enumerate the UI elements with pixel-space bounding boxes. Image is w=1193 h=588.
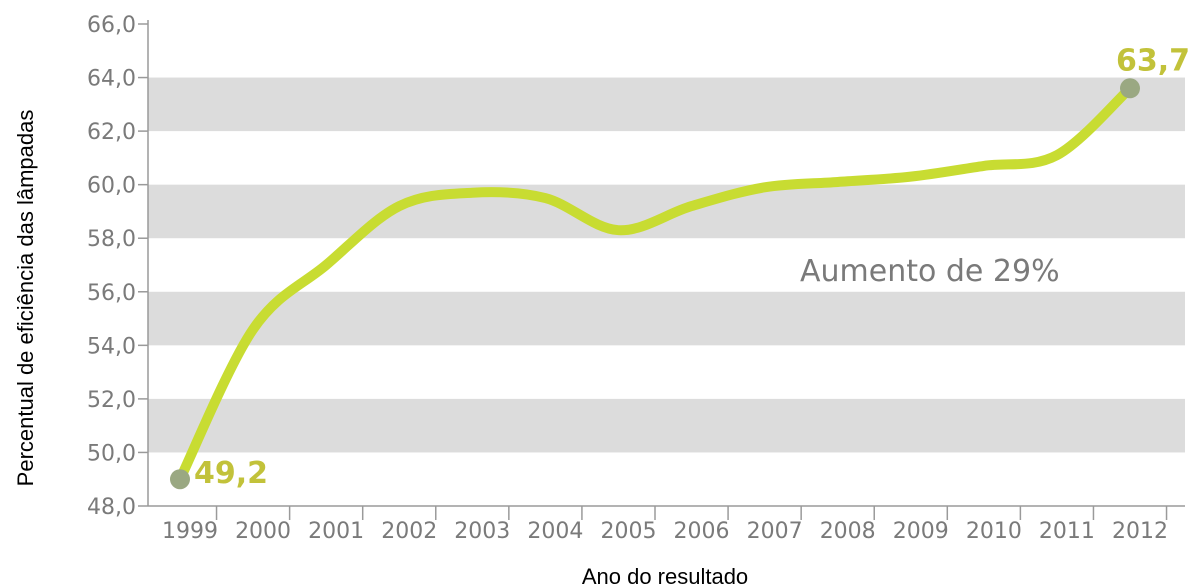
x-tick-label: 2004 — [527, 519, 583, 544]
y-tick-label: 50,0 — [87, 441, 136, 466]
x-axis-label: Ano do resultado — [582, 564, 748, 588]
x-tick-label: 2008 — [820, 519, 876, 544]
x-tick-label: 2012 — [1112, 519, 1168, 544]
x-tick-label: 2002 — [381, 519, 437, 544]
band-stripe — [148, 77, 1185, 132]
endpoint-markers — [170, 78, 1140, 490]
x-tick-label: 2011 — [1039, 519, 1095, 544]
x-tick-label: 2006 — [674, 519, 730, 544]
x-tick-label: 2003 — [454, 519, 510, 544]
endpoint-marker — [1120, 78, 1140, 99]
band-stripe — [148, 291, 1185, 346]
x-tick-label: 2009 — [893, 519, 949, 544]
annotation-text: Aumento de 29% — [800, 254, 1060, 289]
x-tick-label: 1999 — [162, 519, 218, 544]
band-stripe — [148, 398, 1185, 453]
y-tick-label: 54,0 — [87, 334, 136, 359]
y-tick-label: 56,0 — [87, 281, 136, 306]
data-label: 63,7 — [1116, 43, 1190, 78]
y-tick-label: 48,0 — [87, 495, 136, 520]
y-axis-label: Percentual de eficiência das lâmpadas — [13, 110, 38, 487]
x-axis-ticks: 1999 2000 2001 2002 2003 2004 2005 2006 2007 2008… — [162, 506, 1168, 544]
y-tick-label: 64,0 — [87, 67, 136, 92]
y-tick-label: 52,0 — [87, 388, 136, 413]
y-tick-label: 62,0 — [87, 120, 136, 145]
y-axis-ticks: 48,0 50,0 52,0 54,0 56,0 58,0 60,0 62,0 64,0 66,0 — [87, 13, 148, 520]
x-tick-label: 2001 — [308, 519, 364, 544]
data-label: 49,2 — [194, 456, 268, 491]
y-tick-label: 60,0 — [87, 174, 136, 199]
y-tick-label: 66,0 — [87, 13, 136, 38]
data-labels: 49,2 63,7 — [194, 43, 1190, 491]
axes — [147, 20, 1185, 507]
y-tick-label: 58,0 — [87, 227, 136, 252]
series-line — [175, 83, 1135, 485]
x-tick-label: 2010 — [966, 519, 1022, 544]
band-stripes — [148, 77, 1185, 453]
endpoint-marker — [170, 469, 190, 490]
x-tick-label: 2007 — [747, 519, 803, 544]
x-tick-label: 2005 — [600, 519, 656, 544]
x-tick-label: 2000 — [235, 519, 291, 544]
